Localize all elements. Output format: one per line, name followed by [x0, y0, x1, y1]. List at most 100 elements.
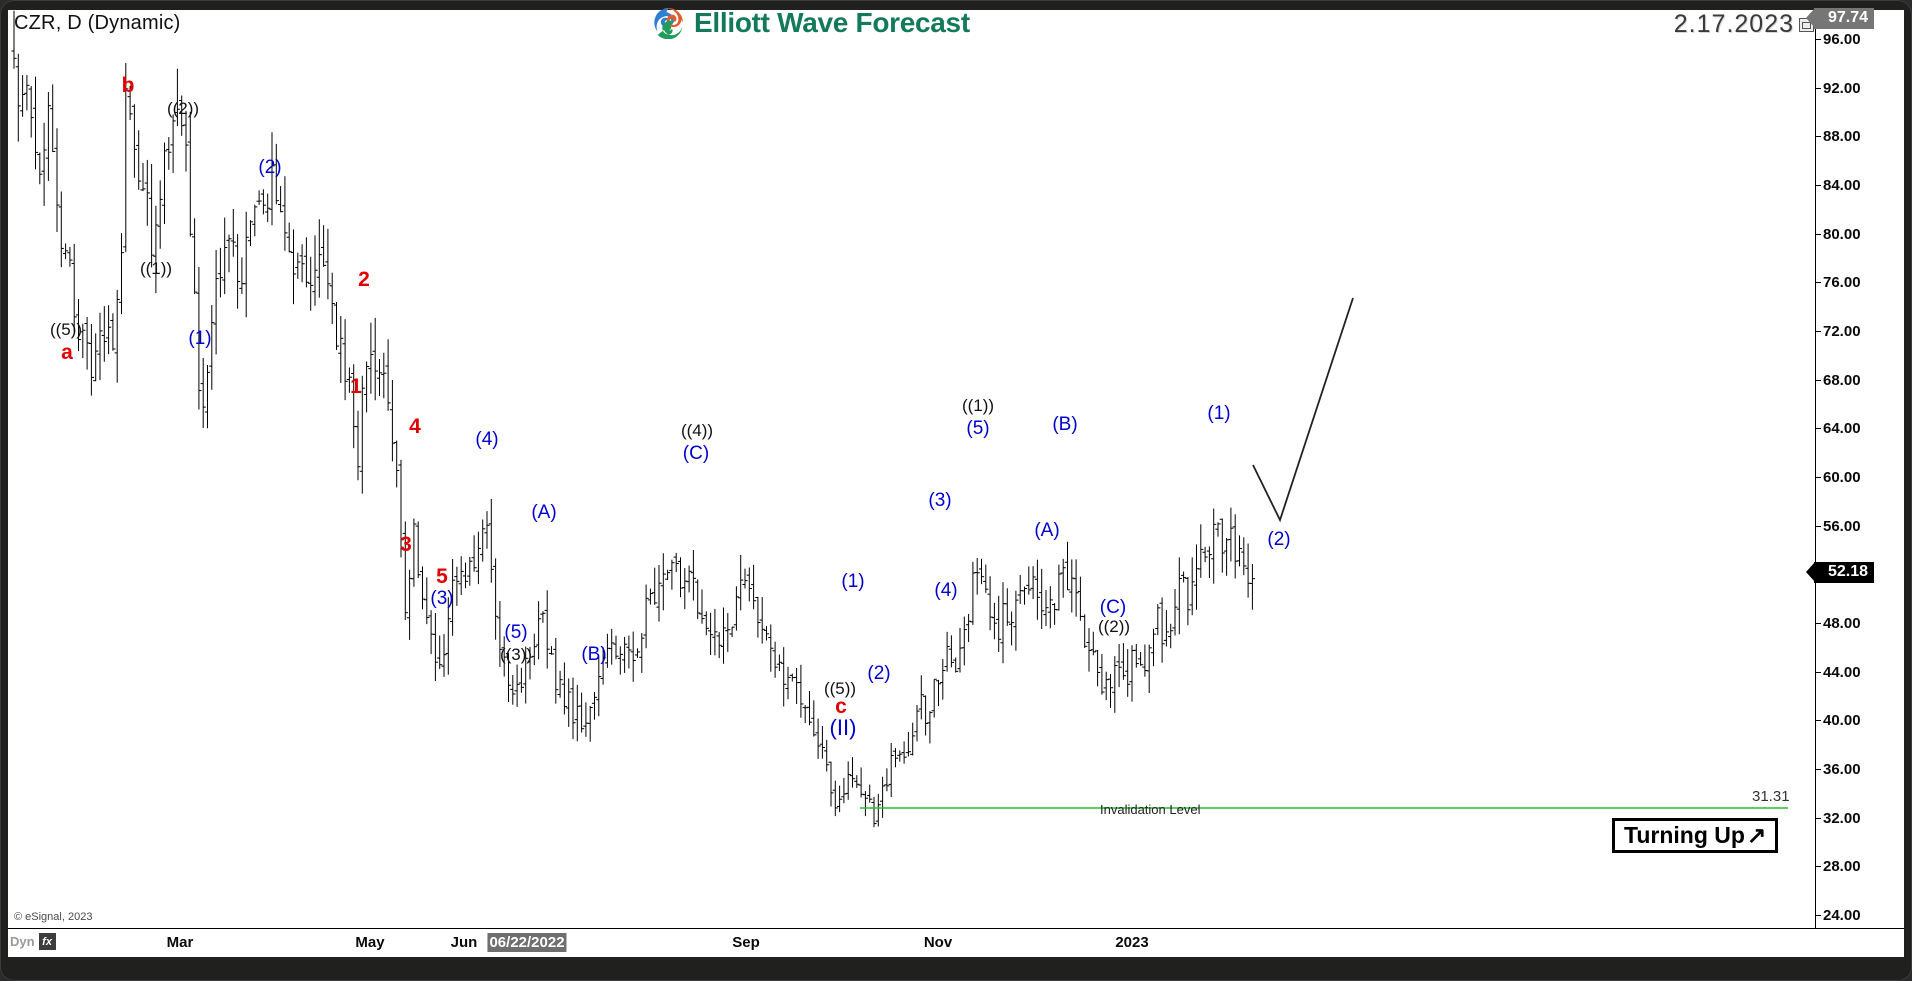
- ohlc-bar: [660, 553, 666, 611]
- wave-label: (2): [258, 157, 282, 178]
- wave-label: 3: [400, 533, 412, 556]
- ohlc-bar: [1056, 564, 1062, 611]
- ohlc-bar: [161, 142, 168, 224]
- dynamic-mode-indicator[interactable]: Dyn fx: [10, 933, 56, 950]
- wave-label: (3): [430, 588, 454, 609]
- ohlc-bar: [763, 626, 770, 641]
- ohlc-bar: [867, 784, 873, 803]
- ohlc-bar: [673, 552, 679, 572]
- ohlc-bar: [1202, 546, 1208, 563]
- ohlc-bar: [966, 614, 972, 643]
- fx-icon[interactable]: fx: [38, 933, 56, 950]
- ohlc-bar: [1013, 590, 1019, 651]
- ohlc-bar: [703, 611, 709, 636]
- wave-label: (1): [188, 328, 212, 349]
- ohlc-bar: [437, 635, 443, 669]
- ohlc-bar: [131, 104, 137, 178]
- ohlc-bar: [170, 114, 176, 173]
- ohlc-bar: [213, 249, 219, 355]
- ohlc-bar: [467, 556, 473, 586]
- ohlc-bar: [940, 659, 946, 700]
- ohlc-bar: [256, 190, 262, 205]
- ohlc-bar: [1228, 507, 1234, 562]
- ohlc-bar: [1198, 524, 1204, 578]
- ohlc-bar: [1116, 643, 1122, 688]
- last-price-flag: 52.18: [1805, 561, 1875, 583]
- ohlc-bar: [114, 289, 120, 383]
- ohlc-bar: [1112, 656, 1118, 713]
- wave-label: ((3)): [499, 645, 533, 664]
- ohlc-bar: [884, 768, 890, 792]
- ohlc-bar: [1138, 651, 1144, 666]
- ohlc-bar: [226, 234, 232, 273]
- ohlc-bar: [346, 367, 352, 393]
- ohlc-bar: [720, 607, 727, 664]
- ohlc-bar: [1069, 559, 1075, 613]
- ohlc-bar: [260, 189, 266, 215]
- ohlc-bar: [690, 549, 696, 601]
- ohlc-bar: [1168, 623, 1174, 649]
- ohlc-bar: [634, 648, 641, 658]
- ohlc-bar: [166, 137, 172, 170]
- ohlc-bar: [97, 312, 103, 381]
- ohlc-bar: [974, 558, 980, 595]
- ohlc-bar: [441, 634, 447, 677]
- ohlc-bar: [243, 211, 249, 318]
- ohlc-bar: [944, 631, 950, 672]
- ohlc-bar: [751, 564, 757, 610]
- ohlc-bar: [669, 559, 675, 590]
- ohlc-bar: [1030, 566, 1036, 600]
- ohlc-bar: [905, 731, 911, 757]
- ohlc-bar: [462, 562, 469, 589]
- wave-label: (B): [581, 644, 607, 665]
- ohlc-bar: [785, 666, 791, 700]
- ohlc-bar: [265, 193, 271, 223]
- ohlc-bar: [725, 613, 731, 652]
- ohlc-bar: [862, 791, 868, 817]
- ohlc-bar: [716, 632, 722, 659]
- time-axis[interactable]: Dyn fx Mar May Jun 06/22/2022 Sep Nov 2023: [8, 928, 1904, 957]
- ohlc-bar: [303, 237, 309, 288]
- ohlc-bar: [41, 122, 47, 206]
- ohlc-bar: [695, 579, 701, 620]
- ohlc-bar: [157, 180, 163, 249]
- ohlc-bar: [1064, 541, 1071, 591]
- wave-label: (4): [934, 580, 958, 601]
- ohlc-bar: [536, 601, 542, 660]
- ohlc-bar: [110, 313, 116, 351]
- ohlc-bar: [514, 664, 520, 707]
- ohlc-bar: [806, 690, 813, 726]
- ohlc-bar: [665, 569, 671, 580]
- time-tick: Nov: [923, 934, 953, 951]
- ohlc-bar: [613, 635, 619, 660]
- ohlc-bar: [179, 95, 185, 136]
- ohlc-bar: [1133, 643, 1139, 668]
- ohlc-bar: [381, 352, 387, 399]
- ohlc-bar: [772, 641, 778, 678]
- invalidation-level-label: Invalidation Level: [1100, 802, 1201, 817]
- ohlc-bar: [196, 267, 202, 410]
- wave-label: (2): [1267, 529, 1291, 550]
- ohlc-bar: [101, 306, 107, 362]
- ohlc-bar: [282, 176, 288, 251]
- price-axis[interactable]: 96.00 92.00 88.00 84.00 80.00 76.00 72.00 68.00…: [1805, 7, 1904, 957]
- ohlc-bar: [1047, 586, 1053, 629]
- wave-label: (C): [1099, 597, 1127, 618]
- ohlc-bar: [1176, 557, 1182, 635]
- ohlc-bar: [686, 565, 692, 593]
- ohlc-bar: [432, 612, 438, 682]
- ohlc-bar: [656, 564, 662, 622]
- chart-overlays: [860, 297, 1788, 809]
- wave-label: 5: [436, 565, 448, 588]
- ohlc-bar: [523, 646, 529, 704]
- ohlc-bar: [209, 304, 215, 390]
- ohlc-bar: [1073, 559, 1079, 617]
- ohlc-bar: [54, 128, 60, 233]
- ohlc-bar: [75, 298, 82, 352]
- wave-label: ((5)): [49, 320, 83, 339]
- page-title: CZR, D (Dynamic): [14, 12, 181, 34]
- ohlc-bar: [811, 700, 817, 737]
- wave-label: ((2)): [1097, 617, 1131, 636]
- ohlc-bar: [20, 75, 26, 117]
- ohlc-bar: [1241, 537, 1247, 576]
